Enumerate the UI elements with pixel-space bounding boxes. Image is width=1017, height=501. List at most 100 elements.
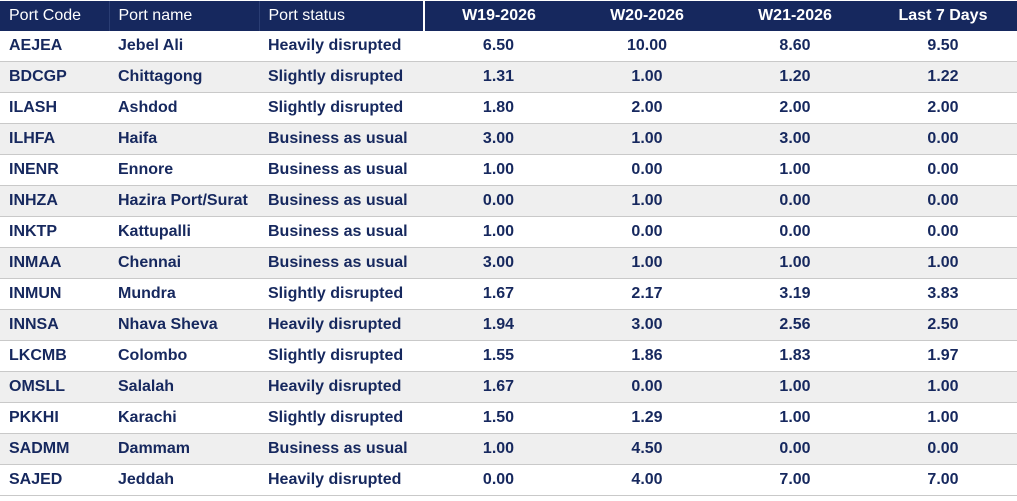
header-w20[interactable]: W20-2026	[573, 1, 721, 31]
last-7-days-value-cell: 3.83	[869, 278, 1017, 310]
w20-value-cell: 2.17	[573, 278, 721, 310]
table-row[interactable]: INENR Ennore Business as usual 1.00 0.00 1.00…	[0, 154, 1017, 186]
w21-value-cell: 2.00	[721, 92, 869, 124]
port-name-cell: Nhava Sheva	[109, 309, 259, 341]
w21-value-cell: 0.00	[721, 433, 869, 465]
w20-value-cell: 0.00	[573, 154, 721, 186]
last-7-days-value-cell: 0.00	[869, 123, 1017, 155]
w19-value-cell: 1.80	[424, 92, 573, 124]
last-7-days-value-cell: 0.00	[869, 185, 1017, 217]
w21-value-cell: 0.00	[721, 216, 869, 248]
port-code-cell: BDCGP	[0, 61, 109, 93]
port-code-cell: ILASH	[0, 92, 109, 124]
header-port-code[interactable]: Port Code	[0, 1, 110, 31]
w21-value-cell: 2.56	[721, 309, 869, 341]
port-code-cell: OMSLL	[0, 371, 109, 403]
port-name-cell: Jeddah	[109, 464, 259, 496]
w20-value-cell: 1.00	[573, 61, 721, 93]
w21-value-cell: 8.60	[721, 31, 869, 62]
port-status-cell: Slightly disrupted	[259, 402, 424, 434]
port-code-cell: INNSA	[0, 309, 109, 341]
w21-value-cell: 1.83	[721, 340, 869, 372]
w19-value-cell: 1.50	[424, 402, 573, 434]
port-name-cell: Chittagong	[109, 61, 259, 93]
header-w21[interactable]: W21-2026	[721, 1, 869, 31]
last-7-days-value-cell: 2.50	[869, 309, 1017, 341]
last-7-days-value-cell: 7.00	[869, 464, 1017, 496]
table-row[interactable]: AEJEA Jebel Ali Heavily disrupted 6.50 10.00…	[0, 31, 1017, 62]
w21-value-cell: 7.00	[721, 464, 869, 496]
table-row[interactable]: SADMM Dammam Business as usual 1.00 4.50 0.00…	[0, 433, 1017, 465]
table-row[interactable]: SAJED Jeddah Heavily disrupted 0.00 4.00 7.00…	[0, 464, 1017, 496]
port-code-cell: LKCMB	[0, 340, 109, 372]
w19-value-cell: 0.00	[424, 185, 573, 217]
port-code-cell: ILHFA	[0, 123, 109, 155]
w20-value-cell: 4.00	[573, 464, 721, 496]
w19-value-cell: 1.94	[424, 309, 573, 341]
header-port-name[interactable]: Port name	[109, 1, 260, 31]
port-code-cell: SAJED	[0, 464, 109, 496]
w19-value-cell: 1.00	[424, 154, 573, 186]
w19-value-cell: 1.31	[424, 61, 573, 93]
table-row[interactable]: INHZA Hazira Port/Surat Business as usual 0…	[0, 185, 1017, 217]
w20-value-cell: 1.00	[573, 185, 721, 217]
port-name-cell: Salalah	[109, 371, 259, 403]
port-name-cell: Haifa	[109, 123, 259, 155]
header-port-status[interactable]: Port status	[259, 1, 425, 31]
last-7-days-value-cell: 2.00	[869, 92, 1017, 124]
table-row[interactable]: ILASH Ashdod Slightly disrupted 1.80 2.00 2.0…	[0, 92, 1017, 124]
w19-value-cell: 1.00	[424, 433, 573, 465]
w20-value-cell: 1.00	[573, 247, 721, 279]
last-7-days-value-cell: 1.22	[869, 61, 1017, 93]
port-code-cell: INMAA	[0, 247, 109, 279]
w20-value-cell: 0.00	[573, 216, 721, 248]
w20-value-cell: 4.50	[573, 433, 721, 465]
table-row[interactable]: BDCGP Chittagong Slightly disrupted 1.31 1.0…	[0, 61, 1017, 93]
last-7-days-value-cell: 1.97	[869, 340, 1017, 372]
w21-value-cell: 0.00	[721, 185, 869, 217]
header-w19[interactable]: W19-2026	[423, 1, 573, 31]
port-code-cell: AEJEA	[0, 31, 109, 62]
last-7-days-value-cell: 1.00	[869, 402, 1017, 434]
w19-value-cell: 6.50	[424, 31, 573, 62]
last-7-days-value-cell: 0.00	[869, 216, 1017, 248]
port-name-cell: Colombo	[109, 340, 259, 372]
table-row[interactable]: PKKHI Karachi Slightly disrupted 1.50 1.29 1.…	[0, 402, 1017, 434]
w20-value-cell: 0.00	[573, 371, 721, 403]
table-body: AEJEA Jebel Ali Heavily disrupted 6.50 10.00…	[0, 31, 1017, 496]
table-row[interactable]: INKTP Kattupalli Business as usual 1.00 0.00…	[0, 216, 1017, 248]
port-status-cell: Heavily disrupted	[259, 31, 424, 62]
port-name-cell: Mundra	[109, 278, 259, 310]
port-code-cell: INENR	[0, 154, 109, 186]
table-row[interactable]: INMAA Chennai Business as usual 3.00 1.00 1.0…	[0, 247, 1017, 279]
header-last-7-days[interactable]: Last 7 Days	[869, 1, 1017, 31]
port-code-cell: INKTP	[0, 216, 109, 248]
port-name-cell: Kattupalli	[109, 216, 259, 248]
w20-value-cell: 1.86	[573, 340, 721, 372]
w21-value-cell: 1.20	[721, 61, 869, 93]
table-row[interactable]: INNSA Nhava Sheva Heavily disrupted 1.94 3.0…	[0, 309, 1017, 341]
w21-value-cell: 1.00	[721, 247, 869, 279]
port-name-cell: Dammam	[109, 433, 259, 465]
w19-value-cell: 0.00	[424, 464, 573, 496]
w20-value-cell: 3.00	[573, 309, 721, 341]
port-status-cell: Slightly disrupted	[259, 92, 424, 124]
table-row[interactable]: INMUN Mundra Slightly disrupted 1.67 2.17 3.1…	[0, 278, 1017, 310]
port-code-cell: INHZA	[0, 185, 109, 217]
last-7-days-value-cell: 9.50	[869, 31, 1017, 62]
w19-value-cell: 1.67	[424, 278, 573, 310]
w19-value-cell: 1.67	[424, 371, 573, 403]
port-name-cell: Ennore	[109, 154, 259, 186]
table-row[interactable]: OMSLL Salalah Heavily disrupted 1.67 0.00 1.0…	[0, 371, 1017, 403]
w19-value-cell: 3.00	[424, 247, 573, 279]
port-status-cell: Heavily disrupted	[259, 464, 424, 496]
w20-value-cell: 1.00	[573, 123, 721, 155]
table-row[interactable]: ILHFA Haifa Business as usual 3.00 1.00 3.00 0…	[0, 123, 1017, 155]
table-row[interactable]: LKCMB Colombo Slightly disrupted 1.55 1.86 1.…	[0, 340, 1017, 372]
port-name-cell: Chennai	[109, 247, 259, 279]
w19-value-cell: 3.00	[424, 123, 573, 155]
w20-value-cell: 1.29	[573, 402, 721, 434]
port-status-cell: Business as usual	[259, 185, 424, 217]
port-status-cell: Business as usual	[259, 433, 424, 465]
last-7-days-value-cell: 1.00	[869, 247, 1017, 279]
